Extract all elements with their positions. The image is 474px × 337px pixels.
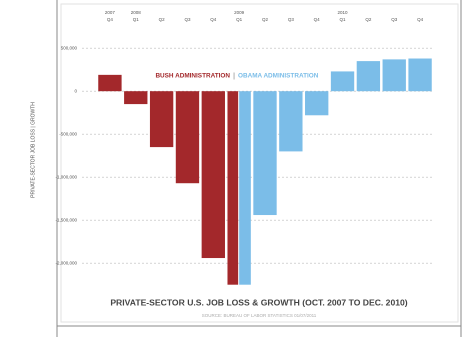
y-tick-label: 500,000 bbox=[61, 45, 78, 50]
y-tick-label: 0 bbox=[74, 88, 77, 93]
bar bbox=[305, 91, 329, 116]
bar bbox=[98, 74, 122, 92]
x-tick-label: Q1 bbox=[236, 17, 243, 22]
x-tick-label: Q3 bbox=[184, 17, 191, 22]
y-tick-label: -1,500,000 bbox=[55, 217, 77, 222]
bar bbox=[253, 91, 277, 216]
x-year-label: 2008 bbox=[131, 10, 142, 15]
source-note: SOURCE: BUREAU OF LABOR STATISTICS 01/07… bbox=[202, 313, 317, 318]
x-tick-label: Q4 bbox=[210, 17, 217, 22]
x-tick-label: Q2 bbox=[159, 17, 166, 22]
x-tick-label: Q4 bbox=[107, 17, 114, 22]
x-tick-label: Q4 bbox=[417, 17, 424, 22]
legend-label: OBAMA ADMINISTRATION bbox=[238, 73, 319, 80]
x-tick-label: Q4 bbox=[314, 17, 321, 22]
x-tick-label: Q2 bbox=[262, 17, 269, 22]
y-tick-label: -500,000 bbox=[59, 131, 77, 136]
bar bbox=[408, 58, 432, 92]
legend-separator: | bbox=[233, 73, 235, 80]
bar bbox=[382, 59, 406, 92]
x-year-label: 2009 bbox=[234, 10, 245, 15]
x-tick-label: Q3 bbox=[391, 17, 398, 22]
bar bbox=[124, 91, 148, 105]
x-tick-label: Q2 bbox=[365, 17, 372, 22]
bar bbox=[201, 91, 225, 259]
x-year-label: 2007 bbox=[105, 10, 116, 15]
y-tick-label: -1,000,000 bbox=[55, 174, 77, 179]
bar bbox=[330, 71, 355, 92]
x-tick-label: Q3 bbox=[288, 17, 295, 22]
x-tick-label: Q1 bbox=[133, 17, 140, 22]
bar bbox=[356, 61, 381, 92]
bar bbox=[227, 91, 239, 285]
x-tick-label: Q1 bbox=[340, 17, 347, 22]
bar bbox=[239, 91, 251, 285]
bar bbox=[175, 91, 200, 184]
bar bbox=[279, 91, 303, 152]
y-tick-label: -2,000,000 bbox=[55, 260, 77, 265]
x-year-label: 2010 bbox=[338, 10, 349, 15]
bar bbox=[149, 91, 174, 148]
chart-border bbox=[60, 3, 459, 323]
legend-label: BUSH ADMINISTRATION bbox=[155, 73, 230, 80]
chart-title: PRIVATE-SECTOR U.S. JOB LOSS & GROWTH (O… bbox=[110, 297, 407, 307]
y-axis-label: PRIVATE-SECTOR JOB LOSS | GROWTH bbox=[30, 102, 36, 198]
